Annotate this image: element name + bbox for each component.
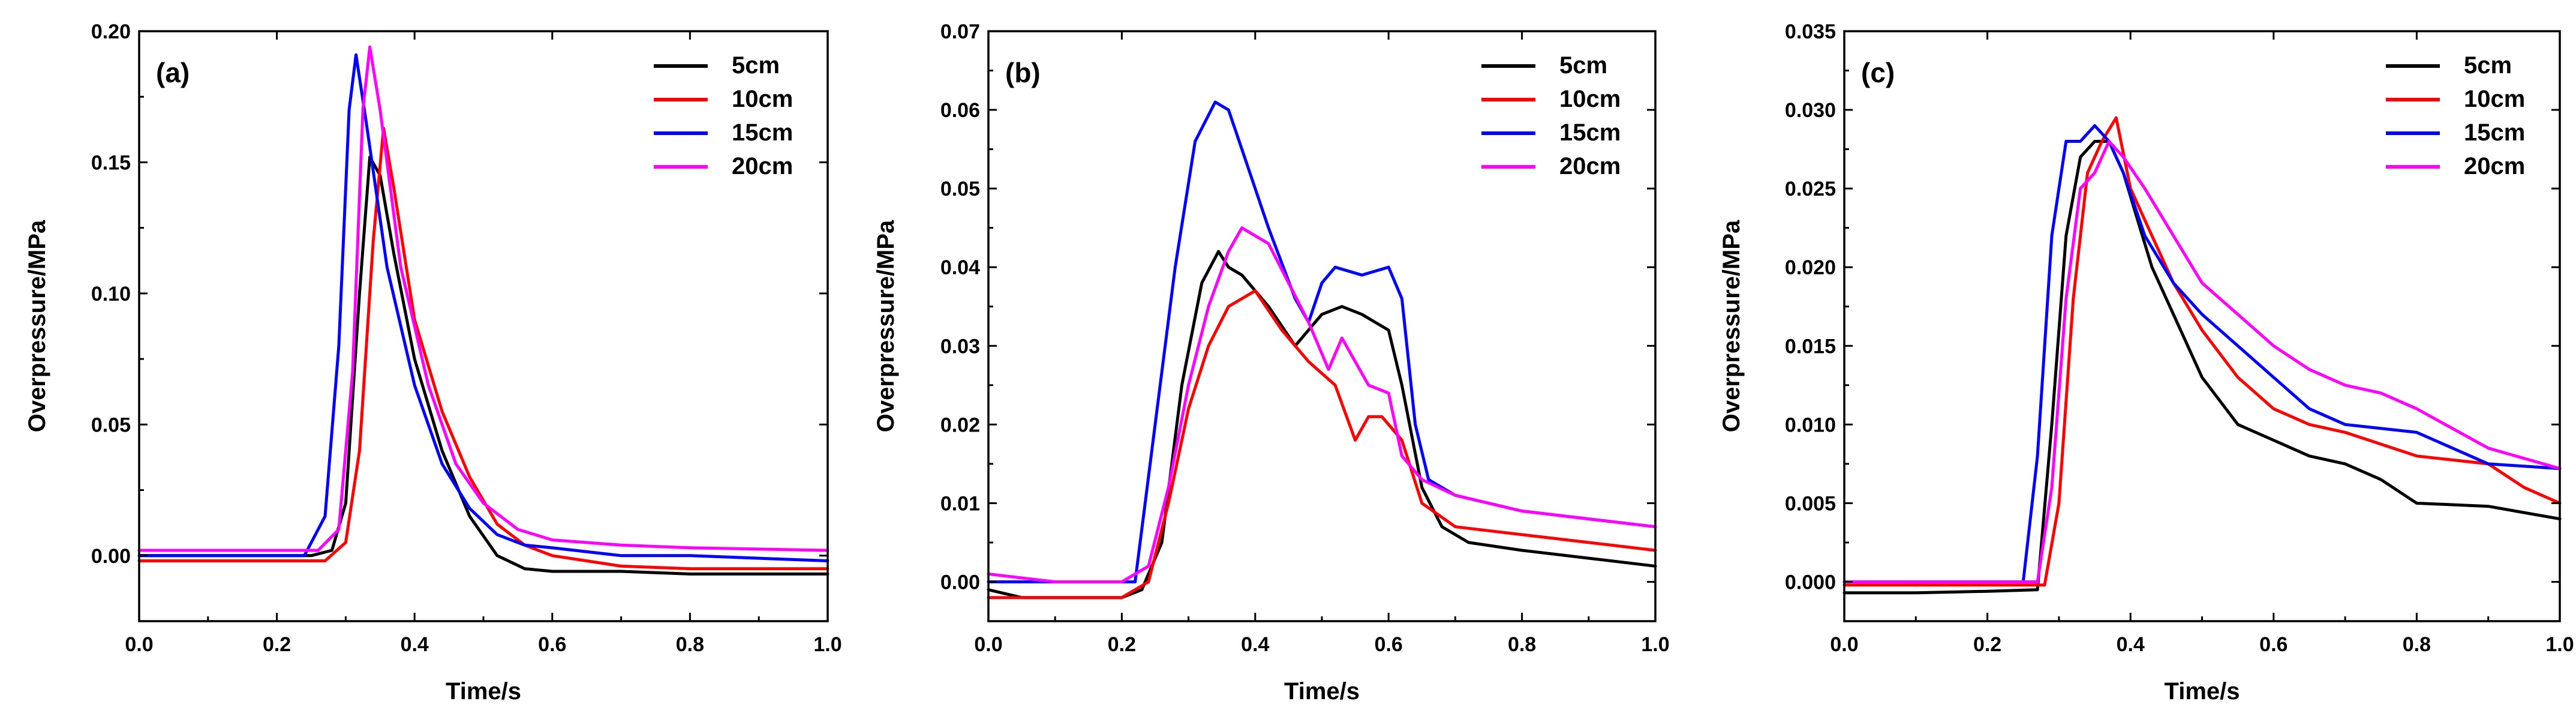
x-axis-title: Time/s [2165, 678, 2240, 705]
x-axis-title: Time/s [446, 678, 521, 705]
panel-label: (b) [1005, 57, 1041, 88]
y-tick-label: 0.025 [1785, 178, 1836, 200]
series-line-20cm [1842, 140, 2562, 583]
plot-frame [1843, 30, 2561, 622]
series-line-5cm [1842, 140, 2562, 595]
legend-label-20cm: 20cm [2464, 153, 2525, 179]
x-tick-label: 1.0 [2545, 633, 2574, 656]
y-tick-label: 0.000 [1785, 571, 1836, 594]
legend-label-10cm: 10cm [732, 86, 793, 112]
y-tick-label: 0.05 [940, 178, 980, 200]
plot-frame [138, 30, 829, 622]
x-tick-label: 0.6 [538, 633, 566, 656]
y-tick-label: 0.030 [1785, 99, 1836, 122]
x-tick-label: 0.2 [1973, 633, 2001, 656]
x-tick-label: 0.4 [2117, 633, 2145, 656]
x-tick-label: 1.0 [813, 633, 841, 656]
x-tick-label: 0.0 [1830, 633, 1858, 656]
legend-label-5cm: 5cm [732, 52, 780, 79]
y-axis-title: Overpressure/MPa [24, 220, 50, 432]
series-line-20cm [987, 226, 1657, 583]
legend-label-15cm: 15cm [732, 119, 793, 146]
legend-label-10cm: 10cm [1559, 86, 1621, 112]
chart-panel-1: 0.0 0.2 0.4 0.6 0.8 1.0 0.00 0.05 0.10 0.15 0.20 Ti… [24, 20, 842, 705]
y-tick-label: 0.015 [1785, 335, 1836, 358]
y-tick-label: 0.20 [91, 20, 131, 43]
legend-label-20cm: 20cm [732, 153, 793, 179]
chart-panel-2: 0.0 0.2 0.4 0.6 0.8 1.0 0.00 0.01 0.02 0.03 0.04 0.… [873, 20, 1670, 705]
y-axis-title: Overpressure/MPa [1718, 220, 1745, 432]
y-tick-label: 0.04 [940, 256, 980, 279]
series-line-10cm [1842, 116, 2562, 587]
x-tick-label: 0.6 [2259, 633, 2288, 656]
x-tick-label: 0.2 [1108, 633, 1136, 656]
y-tick-label: 0.02 [940, 414, 980, 436]
series-line-15cm [1842, 124, 2562, 583]
y-tick-label: 0.020 [1785, 256, 1836, 279]
series-line-5cm [137, 155, 829, 576]
panel-label: (c) [1861, 57, 1895, 88]
series-line-10cm [987, 289, 1657, 600]
y-tick-label: 0.005 [1785, 492, 1836, 515]
series-line-20cm [137, 45, 829, 552]
y-tick-label: 0.010 [1785, 414, 1836, 436]
series-line-10cm [137, 127, 829, 571]
y-tick-label: 0.05 [91, 414, 131, 436]
panel-label: (a) [156, 57, 190, 88]
y-tick-label: 0.07 [940, 20, 980, 43]
y-tick-label: 0.00 [940, 571, 980, 594]
x-tick-label: 0.0 [125, 633, 153, 656]
y-tick-label: 0.035 [1785, 20, 1836, 43]
legend-label-5cm: 5cm [2464, 52, 2512, 79]
chart-panel-3: 0.0 0.2 0.4 0.6 0.8 1.0 0.000 0.005 0.010 0.015 0.… [1718, 20, 2574, 705]
legend-label-10cm: 10cm [2464, 86, 2525, 112]
x-tick-label: 0.4 [1241, 633, 1269, 656]
x-tick-label: 0.8 [676, 633, 704, 656]
series-line-15cm [137, 53, 829, 562]
legend-label-20cm: 20cm [1559, 153, 1621, 179]
x-tick-label: 0.2 [263, 633, 291, 656]
x-tick-label: 0.8 [2403, 633, 2431, 656]
y-tick-label: 0.00 [91, 545, 131, 568]
x-tick-label: 0.6 [1375, 633, 1403, 656]
x-tick-label: 1.0 [1641, 633, 1669, 656]
y-tick-label: 0.10 [91, 283, 131, 305]
x-tick-label: 0.8 [1508, 633, 1536, 656]
y-tick-label: 0.01 [940, 492, 980, 515]
y-axis-title: Overpressure/MPa [873, 220, 899, 432]
series-line-5cm [987, 250, 1657, 600]
series-line-15cm [987, 100, 1657, 583]
legend-label-15cm: 15cm [2464, 119, 2525, 146]
y-tick-label: 0.15 [91, 151, 131, 174]
y-tick-label: 0.06 [940, 99, 980, 122]
x-tick-label: 0.4 [401, 633, 429, 656]
x-tick-label: 0.0 [974, 633, 1002, 656]
x-axis-title: Time/s [1284, 678, 1360, 705]
legend-label-15cm: 15cm [1559, 119, 1621, 146]
y-tick-label: 0.03 [940, 335, 980, 358]
legend-label-5cm: 5cm [1559, 52, 1607, 79]
plot-frame [987, 30, 1657, 622]
